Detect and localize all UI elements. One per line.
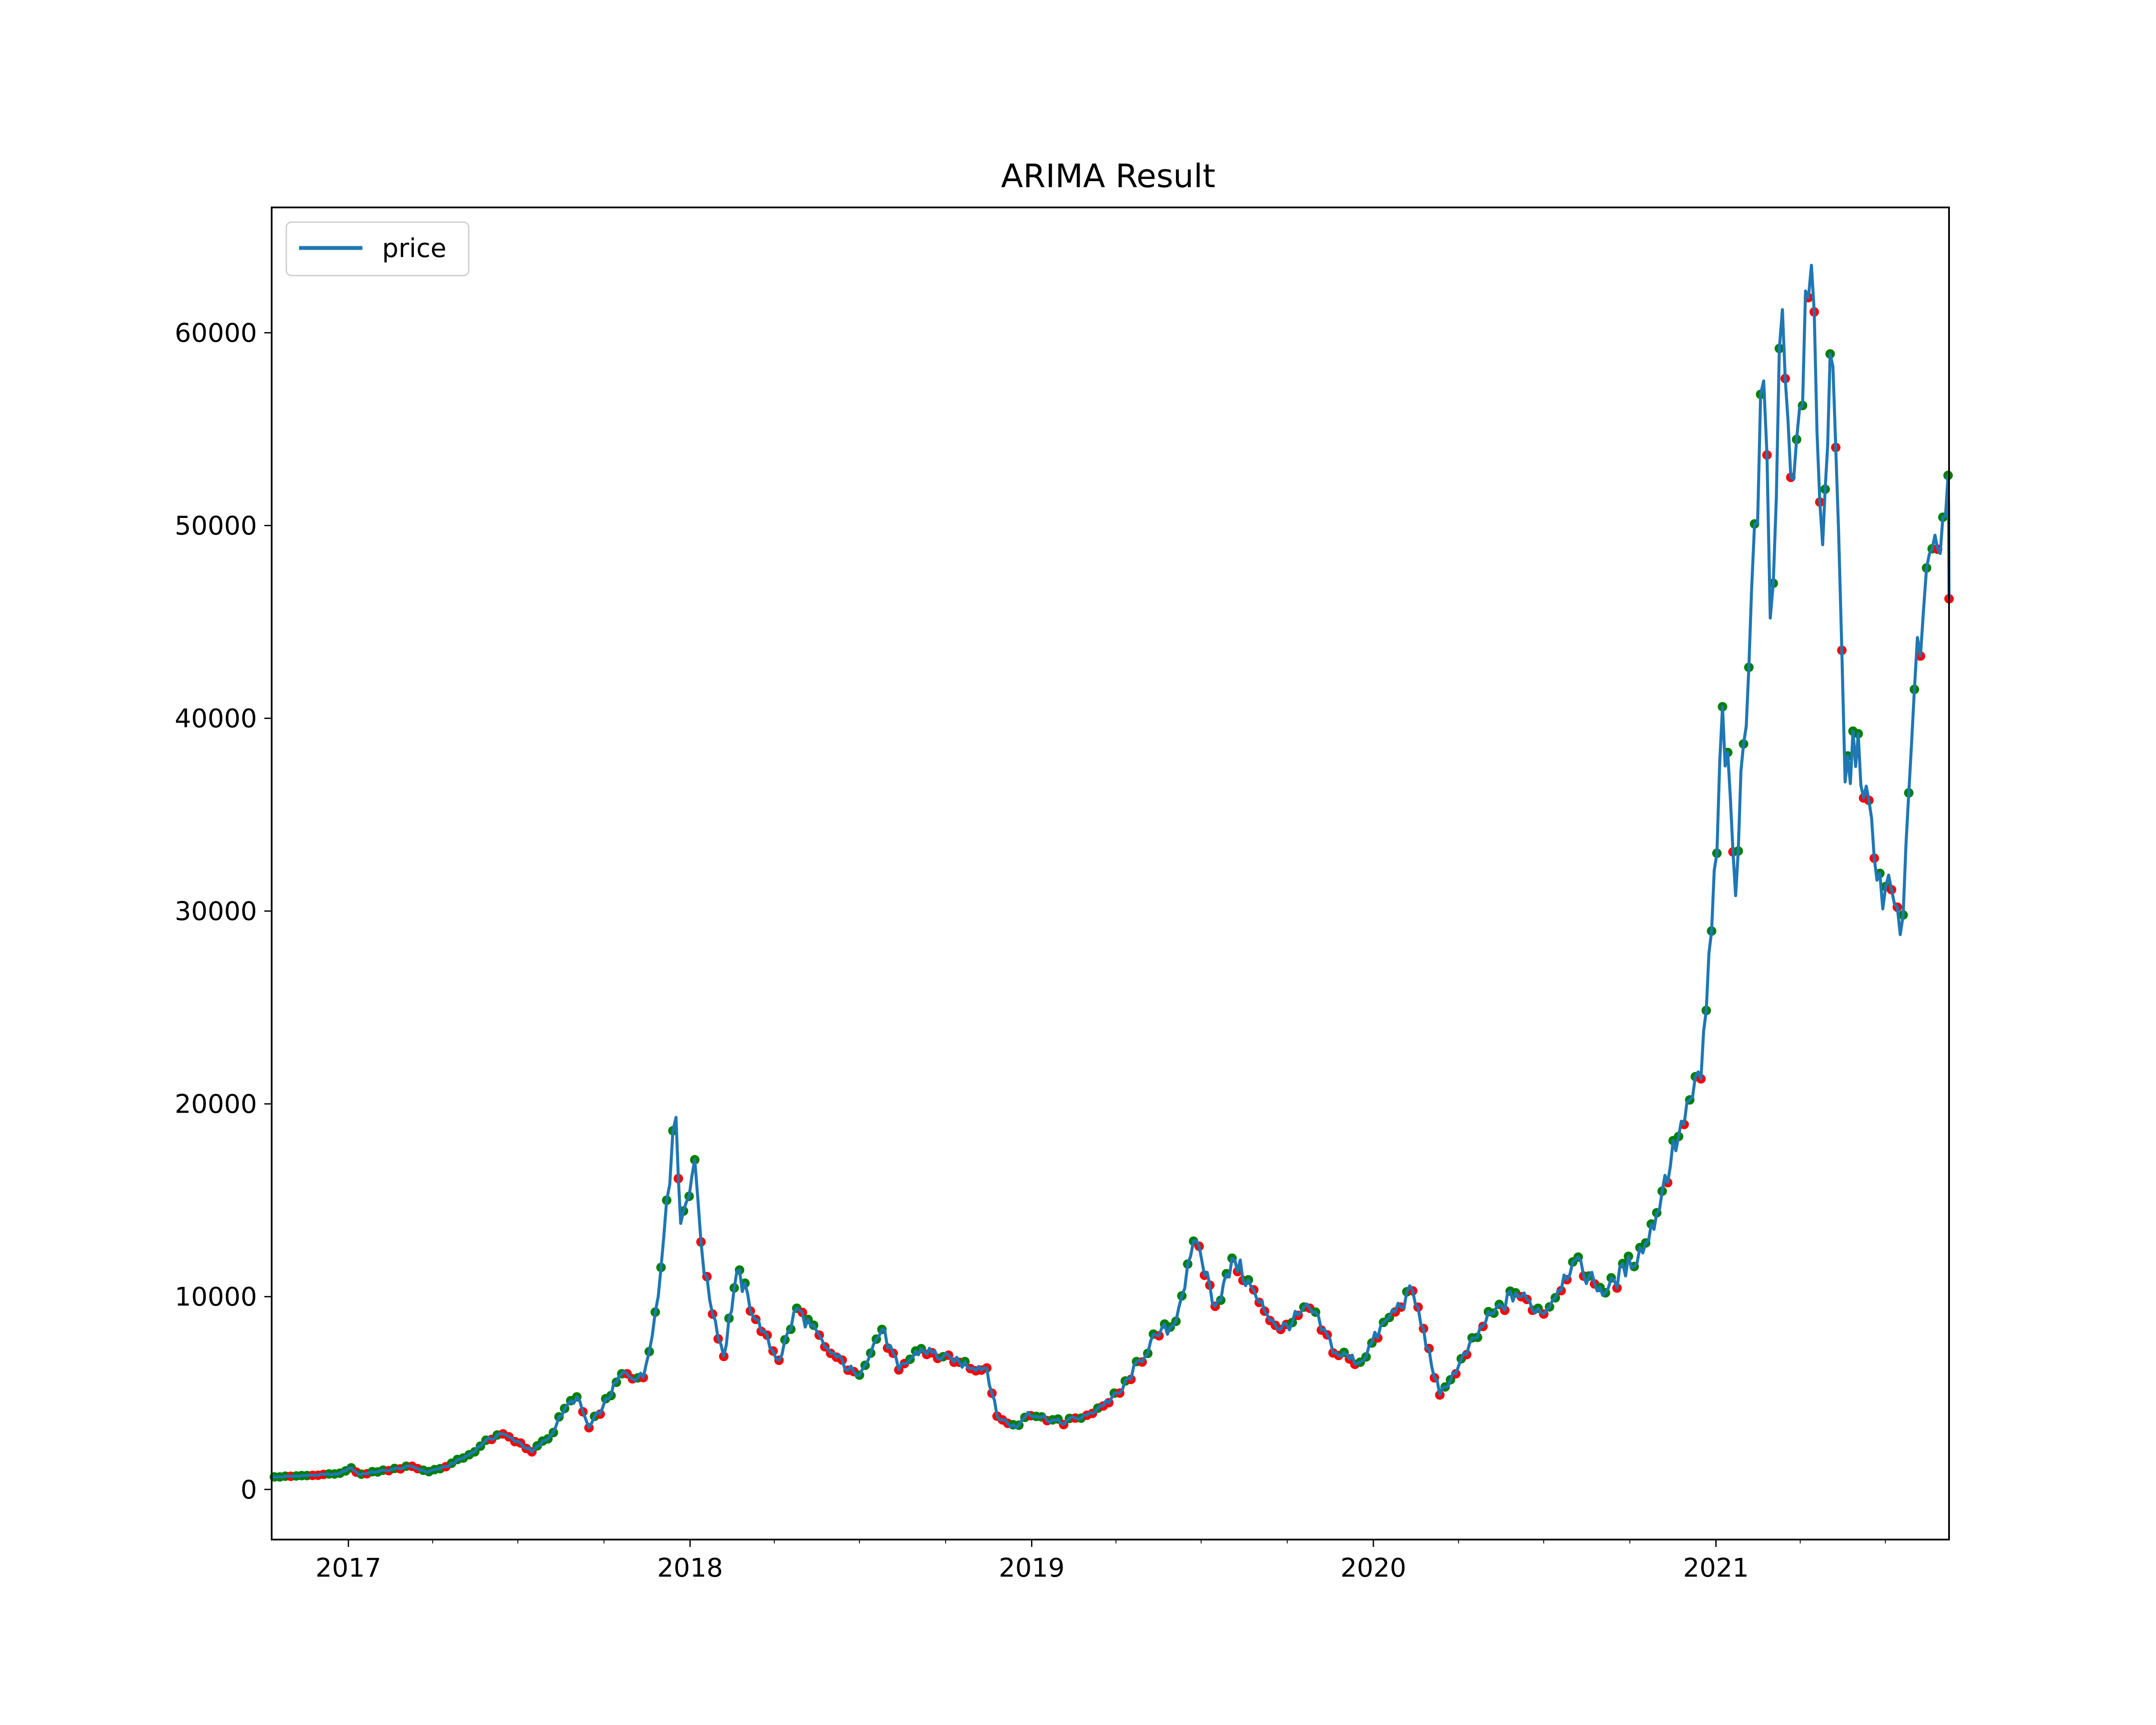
y-tick-label: 0: [241, 1475, 257, 1505]
legend-label-price: price: [382, 233, 446, 263]
x-tick-label: 2021: [1683, 1553, 1749, 1583]
y-tick-label: 20000: [175, 1089, 257, 1120]
y-tick-label: 30000: [175, 897, 257, 927]
y-tick-label: 50000: [175, 511, 257, 541]
legend: price: [285, 221, 470, 276]
y-tick-label: 60000: [175, 318, 257, 348]
axes: 0 10000 20000 30000 40000 50000 60000 2017 2018 2…: [175, 318, 1886, 1583]
x-tick-label: 2018: [657, 1553, 723, 1583]
legend-box: [285, 221, 470, 276]
y-tick-label: 10000: [175, 1282, 257, 1312]
series-line-price: [271, 263, 1951, 1479]
x-tick-label: 2020: [1341, 1553, 1407, 1583]
axes-frame: [271, 207, 1950, 1540]
chart-title: ARIMA Result: [1001, 157, 1215, 195]
plot-area: [270, 263, 1954, 1482]
x-tick-label: 2019: [999, 1553, 1065, 1583]
y-tick-label: 40000: [175, 704, 257, 734]
x-tick-label: 2017: [316, 1553, 382, 1583]
